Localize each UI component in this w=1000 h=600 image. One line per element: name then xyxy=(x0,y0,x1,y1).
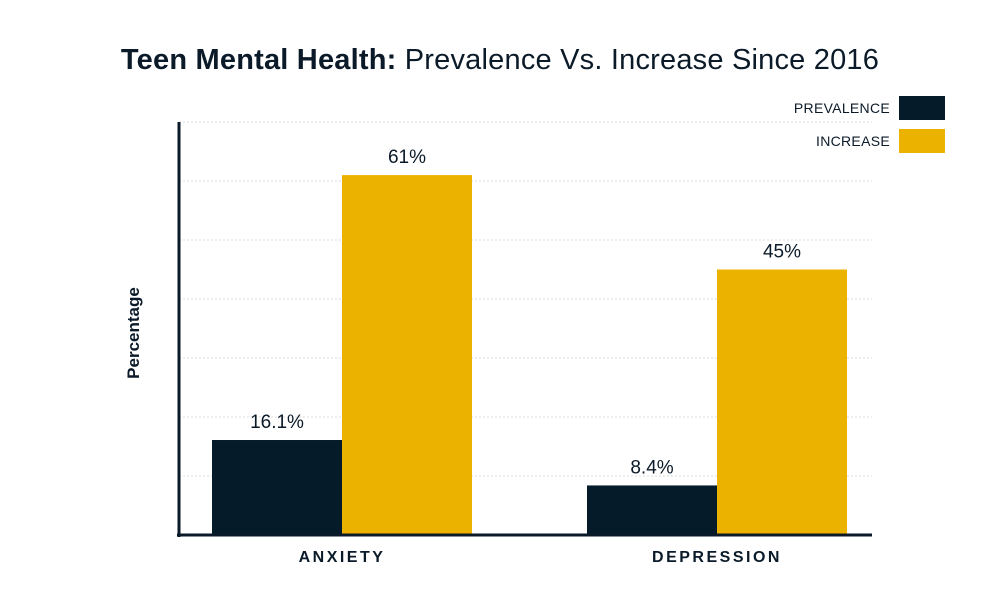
bar-depression-prevalence xyxy=(587,485,717,535)
legend-swatch-increase xyxy=(899,129,945,153)
chart-title-light: Prevalence Vs. Increase Since 2016 xyxy=(396,44,880,76)
y-axis-label: Percentage xyxy=(124,287,143,379)
legend-label-increase: INCREASE xyxy=(816,133,890,149)
data-label-depression-prevalence: 8.4% xyxy=(630,457,673,478)
bar-anxiety-increase xyxy=(342,175,472,535)
data-label-anxiety-prevalence: 16.1% xyxy=(250,412,304,433)
bar-anxiety-prevalence xyxy=(212,440,342,535)
legend-item-increase: INCREASE xyxy=(645,129,945,153)
bar-depression-increase xyxy=(717,269,847,535)
legend: PREVALENCE INCREASE xyxy=(645,96,945,162)
legend-label-prevalence: PREVALENCE xyxy=(793,100,890,116)
data-label-depression-increase: 45% xyxy=(763,242,801,263)
legend-swatch-prevalence xyxy=(899,96,945,120)
category-label-anxiety: ANXIETY xyxy=(298,549,386,566)
legend-item-prevalence: PREVALENCE xyxy=(645,96,945,120)
data-label-anxiety-increase: 61% xyxy=(388,147,426,168)
category-label-depression: DEPRESSION xyxy=(652,549,782,566)
chart-title-bold: Teen Mental Health: xyxy=(120,44,397,76)
chart-title: Teen Mental Health: Prevalence Vs. Incre… xyxy=(0,44,1000,77)
